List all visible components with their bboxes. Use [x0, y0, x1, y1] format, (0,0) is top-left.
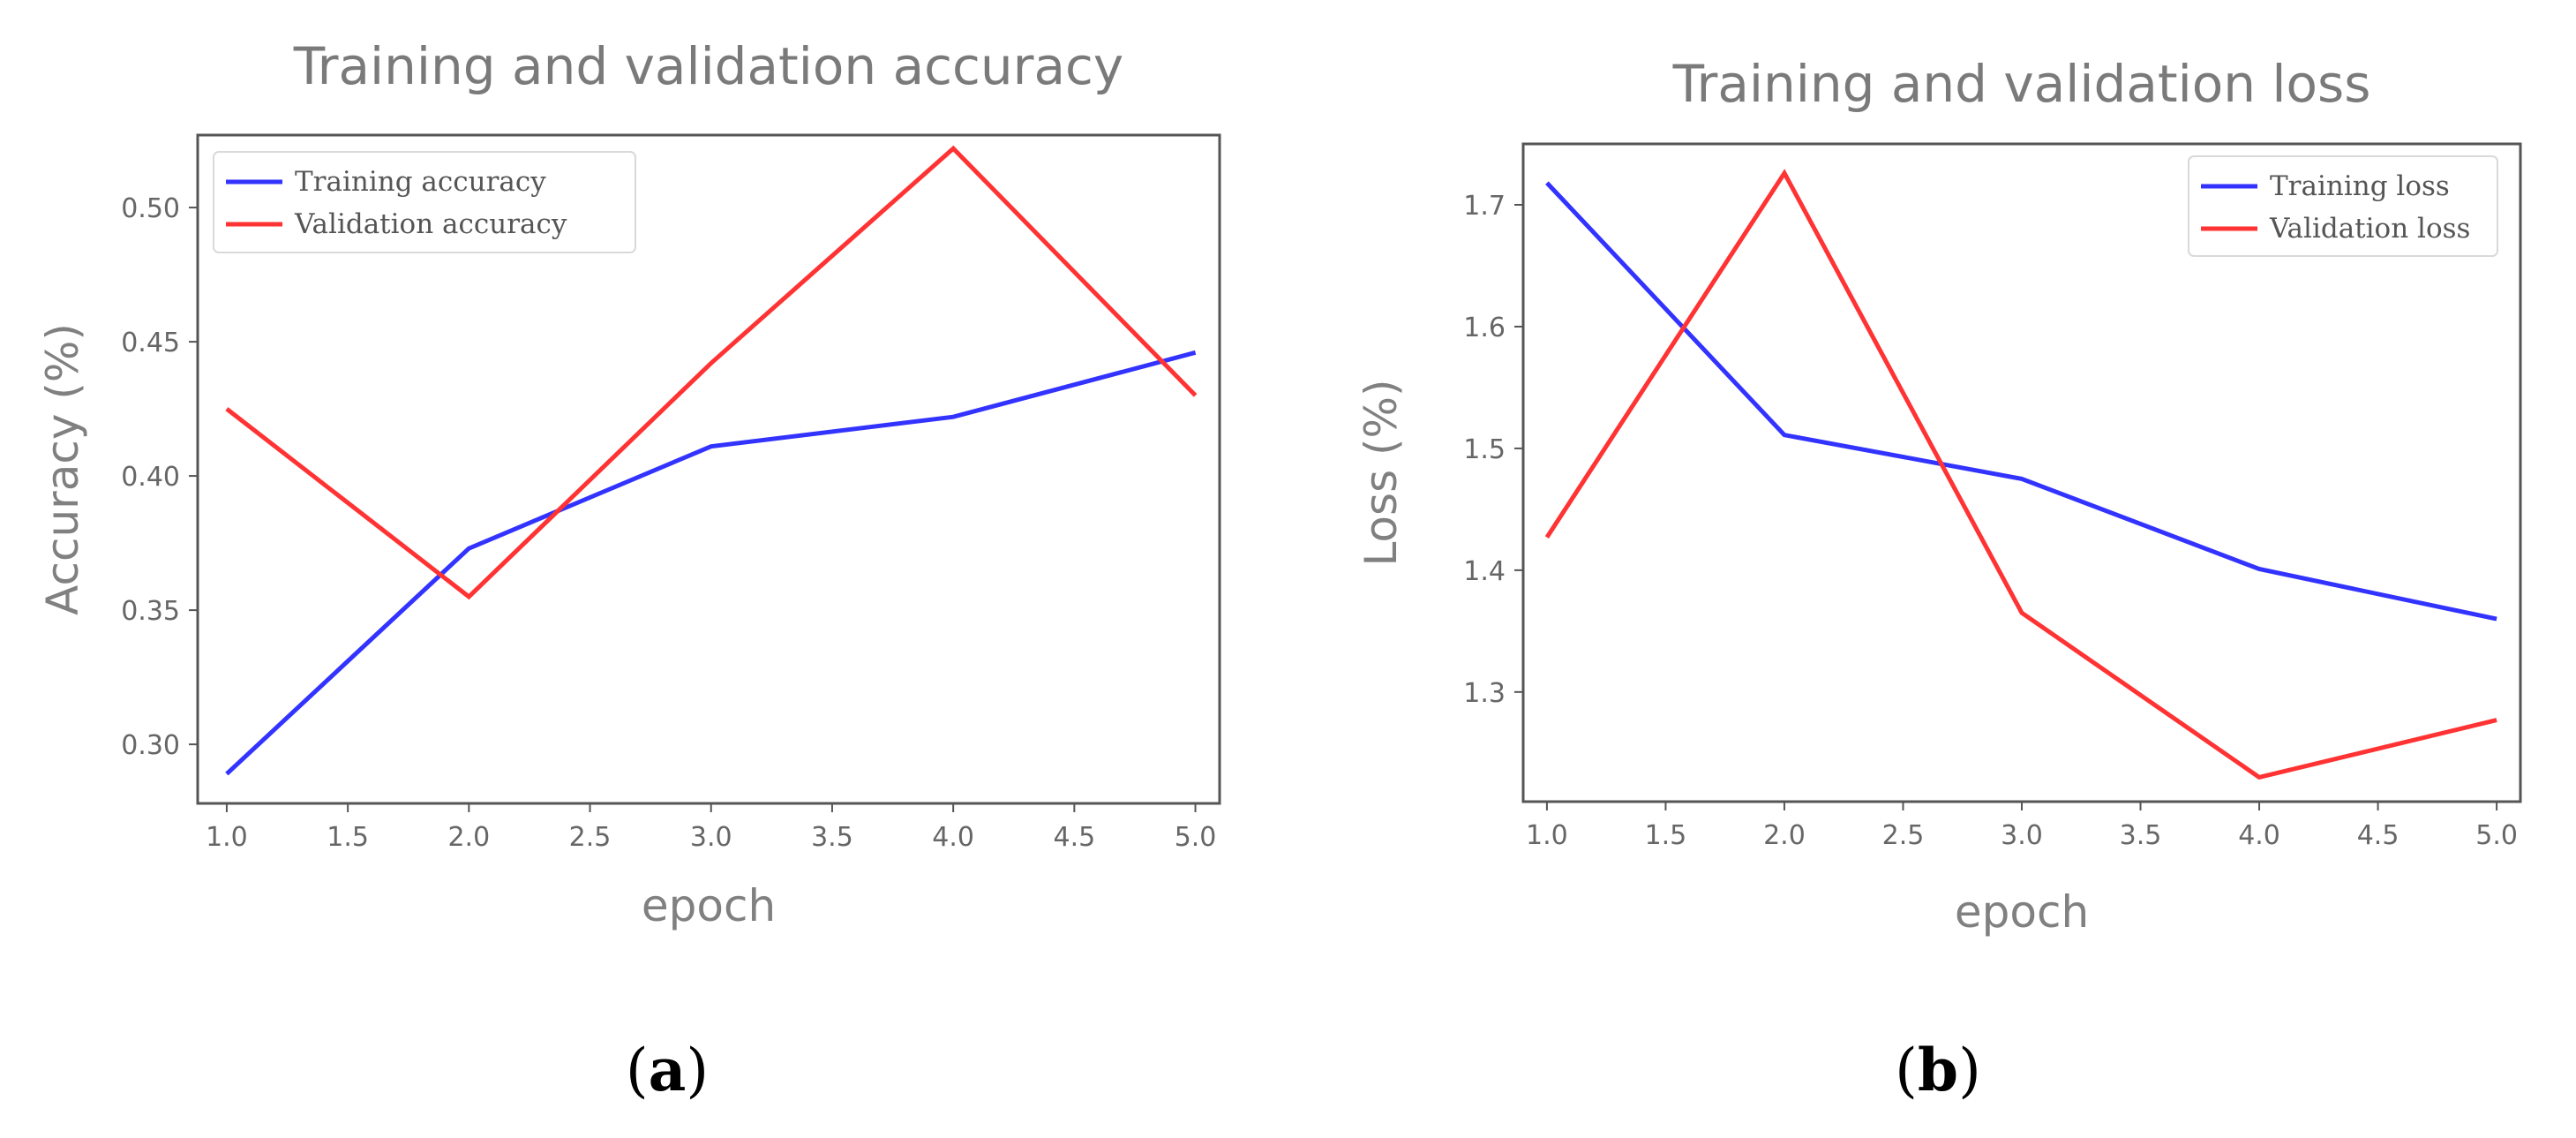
x-tick-label: 4.0 — [932, 822, 974, 853]
x-tick-label: 1.0 — [1526, 820, 1568, 851]
y-tick-label: 1.3 — [1463, 678, 1506, 709]
y-tick-label: 0.40 — [121, 462, 180, 493]
legend-label: Training loss — [2270, 170, 2450, 202]
legend-box — [213, 151, 636, 253]
panel-label-a: (a) — [626, 1036, 709, 1104]
y-tick-label: 1.7 — [1463, 191, 1506, 222]
y-tick-label: 1.4 — [1463, 556, 1506, 587]
series-line-validation-loss — [1544, 169, 2497, 780]
chart-title: Training and validation accuracy — [293, 36, 1124, 96]
x-tick-label: 3.0 — [690, 822, 732, 853]
x-tick-label: 1.5 — [1645, 820, 1687, 851]
y-tick-label: 0.45 — [121, 328, 180, 358]
x-tick-label: 4.5 — [1053, 822, 1095, 853]
legend-label: Validation accuracy — [294, 208, 567, 240]
legend-label: Training accuracy — [295, 166, 546, 198]
chart-title: Training and validation loss — [1672, 54, 2371, 114]
x-tick-label: 2.0 — [1763, 820, 1806, 851]
series-line-training-loss — [1545, 181, 2497, 622]
panel-label-b: (b) — [1895, 1036, 1981, 1104]
y-tick-label: 1.6 — [1463, 313, 1506, 343]
x-tick-label: 5.0 — [2475, 820, 2518, 851]
legend-box — [2188, 155, 2498, 257]
x-tick-label: 5.0 — [1175, 822, 1217, 853]
series-line-validation-accuracy — [225, 145, 1198, 600]
legend: Training loss Validation loss — [2188, 155, 2498, 257]
plot-area — [196, 133, 1221, 805]
x-tick-label: 4.0 — [2238, 820, 2280, 851]
chart-panel-1: Training and validation accuracy 1.0 1.5 2.… — [37, 36, 1221, 931]
x-axis-label: epoch — [642, 880, 776, 931]
x-tick-label: 2.0 — [447, 822, 490, 853]
x-tick-label: 1.5 — [327, 822, 369, 853]
legend-label: Validation loss — [2269, 213, 2470, 245]
x-tick-label: 4.5 — [2357, 820, 2400, 851]
x-tick-label: 2.5 — [569, 822, 612, 853]
y-tick-label: 0.30 — [121, 730, 180, 761]
x-tick-label: 3.5 — [2120, 820, 2162, 851]
y-axis-label: Loss (%) — [1356, 379, 1407, 566]
x-tick-label: 3.0 — [2001, 820, 2043, 851]
y-tick-label: 0.35 — [121, 596, 180, 627]
legend: Training accuracy Validation accuracy — [213, 151, 636, 253]
charts: Training and validation accuracy 1.0 1.5 2.… — [37, 36, 2522, 938]
series-line-training-accuracy — [225, 350, 1197, 776]
chart-panel-2: Training and validation loss 1.0 1.5 2.0 2.5… — [1356, 54, 2522, 938]
y-tick-label: 1.5 — [1463, 434, 1506, 465]
y-axis-label: Accuracy (%) — [37, 323, 88, 615]
x-axis-label: epoch — [1955, 886, 2089, 938]
x-tick-label: 2.5 — [1882, 820, 1925, 851]
x-tick-label: 1.0 — [206, 822, 248, 853]
x-tick-label: 3.5 — [811, 822, 853, 853]
y-tick-label: 0.50 — [121, 193, 180, 224]
